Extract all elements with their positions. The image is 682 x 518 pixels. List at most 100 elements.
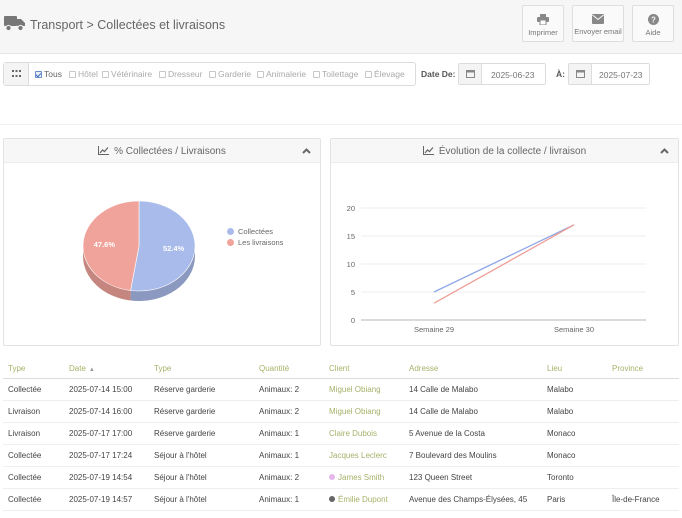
filter-animalerie-checkbox[interactable]: Animalerie	[257, 69, 306, 79]
cell-quantity: Animaux: 1	[254, 422, 324, 445]
help-button[interactable]: ? Aide	[632, 5, 674, 42]
column-header-service-type[interactable]: Type	[149, 360, 254, 379]
cell-date: 2025-07-19 14:57	[64, 488, 149, 511]
cell-type-text: Collectée	[8, 450, 42, 460]
cell-service-type: Séjour à l'hôtel	[149, 466, 254, 489]
category-filter-bar: Tous Hôtel Vétérinaire Dresseur Garderie…	[3, 62, 416, 86]
cell-service-type-text: Réserve garderie	[154, 384, 216, 394]
cell-address: 7 Boulevard des Moulins	[404, 444, 542, 467]
filter-label: Vétérinaire	[111, 69, 153, 79]
filter-all-checkbox[interactable]: Tous	[35, 69, 62, 79]
cell-city: Monaco	[542, 422, 607, 445]
cell-service-type-text: Séjour à l'hôtel	[154, 472, 207, 482]
pie-chart-panel: % Collectées / Livraisons 52.4% 47.6% Col…	[3, 138, 321, 346]
filter-hotel-checkbox[interactable]: Hôtel	[69, 69, 98, 79]
cell-type: Collectée	[3, 444, 64, 467]
table-body: Collectée 2025-07-14 15:00 Réserve garderi…	[3, 378, 679, 511]
cell-type-text: Livraison	[8, 428, 41, 438]
cell-quantity-text: Animaux: 2	[259, 406, 300, 416]
pie-chart: 52.4% 47.6%	[82, 200, 196, 301]
cell-province	[607, 400, 679, 423]
legend-label: Collectées	[238, 227, 274, 236]
date-from-value: 2025-06-23	[491, 70, 535, 80]
chevron-up-icon[interactable]	[302, 148, 311, 154]
print-label: Imprimer	[528, 28, 558, 37]
cell-client[interactable]: Jacques Leclerc	[324, 444, 404, 467]
cell-service-type: Réserve garderie	[149, 400, 254, 423]
pie-slice[interactable]	[130, 200, 196, 292]
column-header-type[interactable]: Type	[3, 360, 64, 379]
legend-dot	[227, 228, 234, 235]
table-row[interactable]: Livraison 2025-07-17 17:00 Réserve garderi…	[3, 422, 679, 445]
cell-city-text: Paris	[547, 494, 566, 504]
column-header-date[interactable]: Date ▲	[64, 360, 149, 379]
column-header-city[interactable]: Lieu	[542, 360, 607, 379]
cell-client[interactable]: Miguel Obiang	[324, 378, 404, 401]
date-to-field[interactable]: 2025-07-23	[568, 63, 650, 85]
y-tick-label: 15	[347, 232, 355, 241]
date-from-label: Date De:	[421, 69, 456, 79]
checkbox-box	[257, 70, 264, 78]
filter-elevage-checkbox[interactable]: Élevage	[365, 69, 405, 79]
table-row[interactable]: Collectée 2025-07-19 14:54 Séjour à l'hôte…	[3, 466, 679, 489]
pie-slice-side	[83, 246, 131, 301]
cell-quantity: Animaux: 1	[254, 488, 324, 511]
line-chart-panel: Évolution de la collecte / livraison 0 5 1…	[330, 138, 679, 346]
cell-client[interactable]: Émilie Dupont	[324, 488, 404, 511]
cell-date: 2025-07-19 14:54	[64, 466, 149, 489]
cell-quantity-text: Animaux: 2	[259, 472, 300, 482]
cell-quantity: Animaux: 2	[254, 378, 324, 401]
legend-item-livraisons: Les livraisons	[227, 237, 283, 248]
calendar-icon	[576, 70, 585, 78]
print-button[interactable]: Imprimer	[522, 5, 564, 42]
table-row[interactable]: Collectée 2025-07-14 15:00 Réserve garderi…	[3, 378, 679, 401]
cell-type-text: Collectée	[8, 384, 42, 394]
pie-slice[interactable]	[82, 200, 140, 291]
checkbox-box	[102, 70, 109, 78]
x-tick-label: Semaine 30	[554, 325, 594, 334]
checkbox-box	[35, 70, 42, 78]
cell-type-text: Collectée	[8, 472, 42, 482]
cell-city-text: Malabo	[547, 384, 574, 394]
filter-garderie-checkbox[interactable]: Garderie	[209, 69, 251, 79]
grid-menu-button[interactable]	[4, 63, 29, 85]
cell-client[interactable]: Miguel Obiang	[324, 400, 404, 423]
table-row[interactable]: Livraison 2025-07-14 16:00 Réserve garderi…	[3, 400, 679, 423]
cell-service-type-text: Réserve garderie	[154, 428, 216, 438]
y-tick-label: 20	[347, 204, 355, 213]
cell-date-text: 2025-07-14 15:00	[69, 384, 133, 394]
cell-client[interactable]: Claire Dubois	[324, 422, 404, 445]
date-to-label: À:	[556, 69, 565, 79]
column-header-province[interactable]: Province	[607, 360, 679, 379]
column-header-address[interactable]: Adresse	[404, 360, 542, 379]
cell-address-text: 123 Queen Street	[409, 472, 473, 482]
cell-type-text: Collectée	[8, 494, 42, 504]
transport-table: Type Date ▲ Type Quantité Client Adresse …	[3, 360, 679, 511]
cell-quantity-text: Animaux: 1	[259, 428, 300, 438]
cell-province: Île-de-France	[607, 488, 679, 511]
table-row[interactable]: Collectée 2025-07-19 14:57 Séjour à l'hôte…	[3, 488, 679, 511]
pie-panel-title: % Collectées / Livraisons	[4, 146, 320, 157]
date-from-field[interactable]: 2025-06-23	[458, 63, 546, 85]
filter-dresseur-checkbox[interactable]: Dresseur	[159, 69, 202, 79]
cell-city: Toronto	[542, 466, 607, 489]
filter-veterinaire-checkbox[interactable]: Vétérinaire	[102, 69, 152, 79]
cell-quantity: Animaux: 2	[254, 466, 324, 489]
cell-city-text: Toronto	[547, 472, 574, 482]
cell-client[interactable]: James Smith	[324, 466, 404, 489]
series-line	[433, 224, 575, 304]
checkbox-box	[313, 70, 320, 78]
cell-address-text: Avenue des Champs-Élysées, 45	[409, 494, 528, 504]
column-header-client[interactable]: Client	[324, 360, 404, 379]
date-to-calendar-button[interactable]	[569, 64, 592, 84]
chevron-up-icon[interactable]	[660, 148, 669, 154]
table-row[interactable]: Collectée 2025-07-17 17:24 Séjour à l'hôte…	[3, 444, 679, 467]
cell-type: Livraison	[3, 400, 64, 423]
send-email-button[interactable]: Envoyer email	[572, 5, 624, 42]
filter-toilettage-checkbox[interactable]: Toilettage	[313, 69, 358, 79]
legend-dot	[227, 239, 234, 246]
column-header-quantity[interactable]: Quantité	[254, 360, 324, 379]
page-title: Transport > Collectées et livraisons	[30, 18, 226, 32]
cell-quantity: Animaux: 2	[254, 400, 324, 423]
date-from-calendar-button[interactable]	[459, 64, 482, 84]
